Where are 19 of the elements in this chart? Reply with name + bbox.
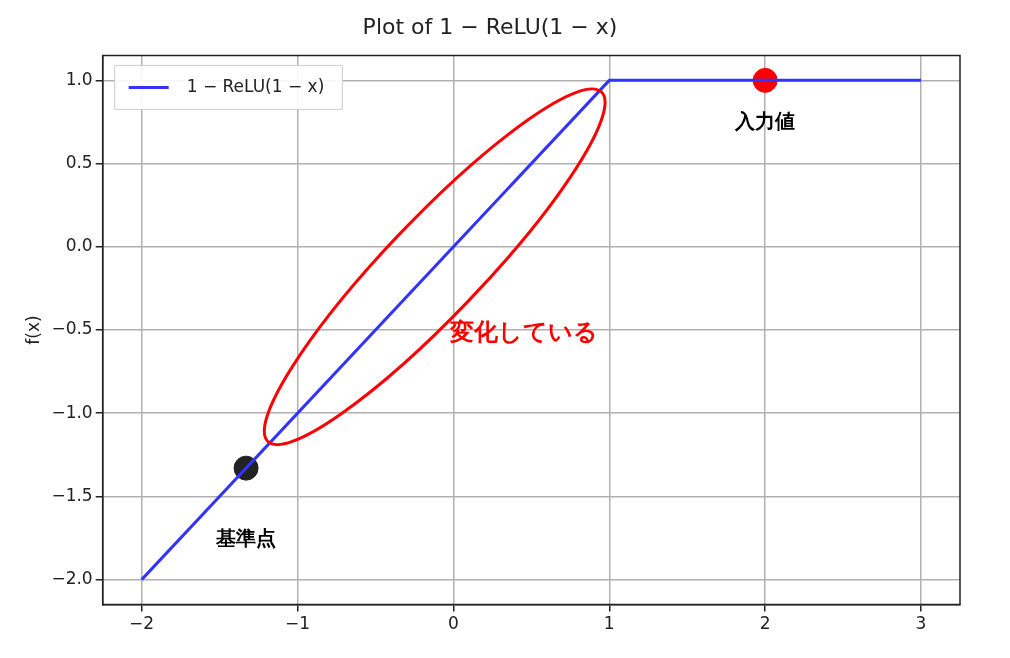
x-tick-label: 2 [759, 613, 771, 634]
y-tick-label: −1.5 [51, 484, 93, 505]
annotation: 入力値 [734, 108, 796, 133]
y-tick-label: −0.5 [51, 318, 93, 339]
x-tick-label: 1 [603, 613, 615, 634]
chart-title: Plot of 1 − ReLU(1 − x) [362, 13, 618, 39]
x-tick-label: 3 [915, 613, 927, 634]
annotation: 基準点 [215, 526, 277, 551]
y-axis-title: f(x) [22, 315, 43, 345]
annotation: 変化している [448, 317, 598, 346]
y-tick-label: 0.5 [65, 152, 93, 172]
y-tick-label: −2.0 [51, 568, 93, 589]
x-tick-label: 0 [447, 613, 459, 634]
legend-label: 1 − ReLU(1 − x) [186, 75, 325, 96]
y-tick-label: 0.0 [65, 235, 93, 256]
x-tick-label: −2 [129, 613, 155, 634]
y-tick-label: 1.0 [65, 68, 93, 89]
y-tick-label: −1.0 [51, 401, 93, 422]
x-tick-label: −1 [284, 613, 311, 634]
